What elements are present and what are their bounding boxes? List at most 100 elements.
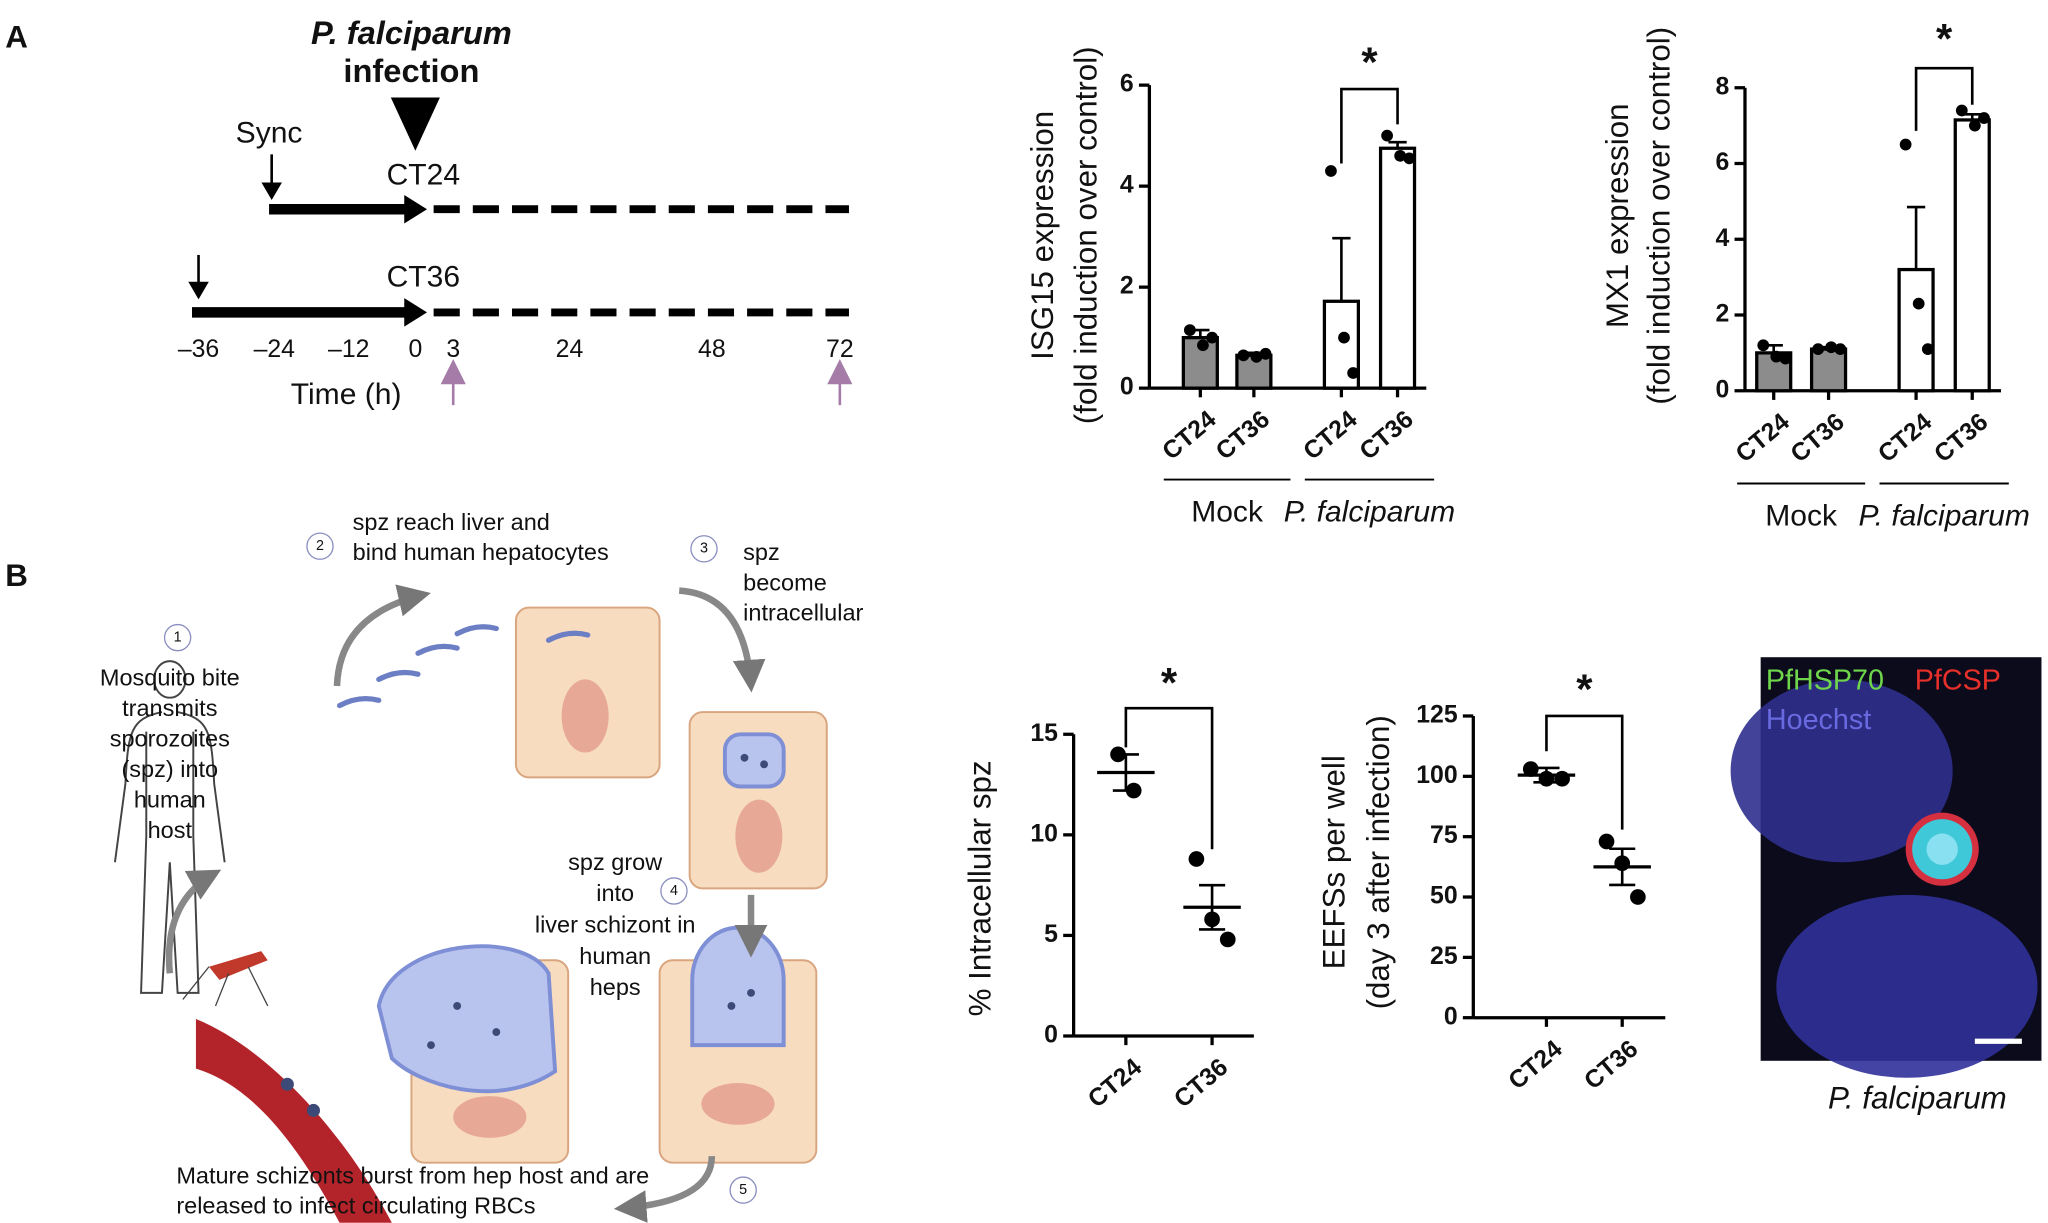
- x-tick-label: CT24: [1731, 408, 1795, 468]
- bar: [1897, 267, 1935, 393]
- y-tick-label: 5: [1044, 921, 1058, 948]
- y-axis-label: MX1 expression: [1600, 103, 1635, 328]
- y-tick-label: 15: [1030, 720, 1058, 747]
- stain-label: PfCSP: [1915, 665, 2001, 697]
- x-tick-label: CT24: [1083, 1054, 1147, 1114]
- time-tick: 3: [446, 336, 460, 363]
- time-tick: 24: [556, 336, 584, 363]
- significance-label: *: [1361, 39, 1378, 86]
- data-point: [1899, 138, 1912, 151]
- significance-label: *: [1161, 659, 1178, 706]
- data-point: [1394, 149, 1407, 162]
- y-tick-label: 8: [1716, 73, 1730, 100]
- y-tick-label: 0: [1444, 1003, 1458, 1030]
- step-text: spz reach liver and: [353, 509, 550, 535]
- time-tick: –36: [178, 336, 219, 363]
- data-point: [1912, 297, 1925, 310]
- step-text: Mature schizonts burst from hep host and…: [176, 1162, 649, 1188]
- x-tick-label: CT24: [1158, 406, 1222, 466]
- error-bar: [1388, 140, 1407, 149]
- significance-bracket: [1124, 706, 1214, 850]
- y-tick-label: 6: [1120, 71, 1134, 98]
- data-point: [1630, 889, 1646, 905]
- step-text: sporozoites: [110, 725, 230, 751]
- data-point: [1757, 339, 1770, 352]
- step-number: 1: [174, 629, 182, 645]
- step-text: into: [596, 880, 634, 906]
- y-tick-label: 50: [1430, 883, 1458, 910]
- step-badge: [306, 532, 334, 560]
- data-point: [1188, 851, 1205, 867]
- step-text: intracellular: [743, 599, 863, 625]
- x-tick-label: CT36: [1355, 406, 1419, 466]
- y-axis-label: ISG15 expression: [1025, 111, 1060, 360]
- step-number: 3: [700, 541, 708, 557]
- data-point: [1598, 833, 1615, 850]
- data-point: [1554, 770, 1570, 787]
- step-text: bind human hepatocytes: [353, 539, 609, 565]
- significance-bracket: [1340, 87, 1399, 164]
- stain-label: Hoechst: [1766, 704, 1871, 736]
- row-label: CT24: [387, 158, 460, 191]
- time-tick: 48: [698, 336, 726, 363]
- x-tick-label: CT36: [1169, 1054, 1233, 1114]
- step-text: transmits: [122, 695, 217, 721]
- y-axis-label: (fold induction over control): [1642, 27, 1677, 405]
- error-bar: [1906, 205, 1926, 270]
- data-point: [1184, 324, 1196, 336]
- data-point: [1522, 761, 1539, 777]
- data-point: [1968, 119, 1981, 132]
- data-point: [1110, 746, 1126, 763]
- data-point: [1779, 352, 1792, 365]
- x-tick-label: CT24: [1873, 408, 1937, 468]
- data-point: [1834, 343, 1847, 355]
- data-point: [1125, 782, 1142, 799]
- data-point: [1197, 339, 1209, 352]
- bar: [1378, 146, 1417, 390]
- data-point: [1812, 343, 1824, 355]
- data-point: [1381, 129, 1393, 142]
- y-tick-label: 125: [1416, 702, 1458, 729]
- data-point: [1825, 341, 1838, 354]
- timeline-subtitle: infection: [343, 52, 479, 89]
- step-number: 5: [739, 1182, 747, 1198]
- step-text: liver schizont in: [535, 911, 696, 937]
- time-tick: 0: [408, 336, 422, 363]
- step-text: (spz) into: [121, 756, 218, 782]
- y-tick-label: 4: [1120, 172, 1134, 199]
- y-tick-label: 2: [1120, 273, 1134, 300]
- group-label: P. falciparum: [1858, 499, 2029, 532]
- significance-label: *: [1936, 15, 1953, 62]
- y-tick-label: 0: [1044, 1022, 1058, 1049]
- sync-label: Sync: [236, 117, 303, 150]
- group-label: P. falciparum: [1284, 495, 1455, 528]
- data-point: [1206, 331, 1218, 344]
- step-text: human: [134, 786, 206, 812]
- panel-label: A: [5, 20, 28, 55]
- y-tick-label: 25: [1430, 943, 1458, 970]
- step-text: human: [579, 943, 651, 969]
- significance-bracket: [1545, 714, 1624, 830]
- data-point: [1347, 367, 1360, 379]
- data-point: [1259, 347, 1272, 360]
- x-tick-label: CT36: [1930, 408, 1994, 468]
- data-point: [1770, 350, 1783, 363]
- step-text: become: [743, 569, 827, 595]
- y-tick-label: 75: [1430, 822, 1458, 849]
- micrograph: [1730, 657, 2042, 1078]
- data-point: [1978, 112, 1990, 124]
- significance-label: *: [1576, 666, 1593, 713]
- group-label: Mock: [1191, 495, 1264, 528]
- stain-label: PfHSP70: [1766, 665, 1884, 697]
- y-axis-label: (fold induction over control): [1068, 46, 1103, 424]
- y-tick-label: 4: [1716, 225, 1730, 252]
- step-text: spz grow: [568, 849, 663, 875]
- significance-bracket: [1914, 66, 1974, 131]
- y-axis-label: (day 3 after infection): [1361, 715, 1396, 1009]
- y-tick-label: 100: [1416, 762, 1457, 789]
- step-badge: [660, 877, 688, 905]
- y-axis-label: % Intracellular spz: [962, 760, 997, 1016]
- step-text: host: [148, 817, 193, 843]
